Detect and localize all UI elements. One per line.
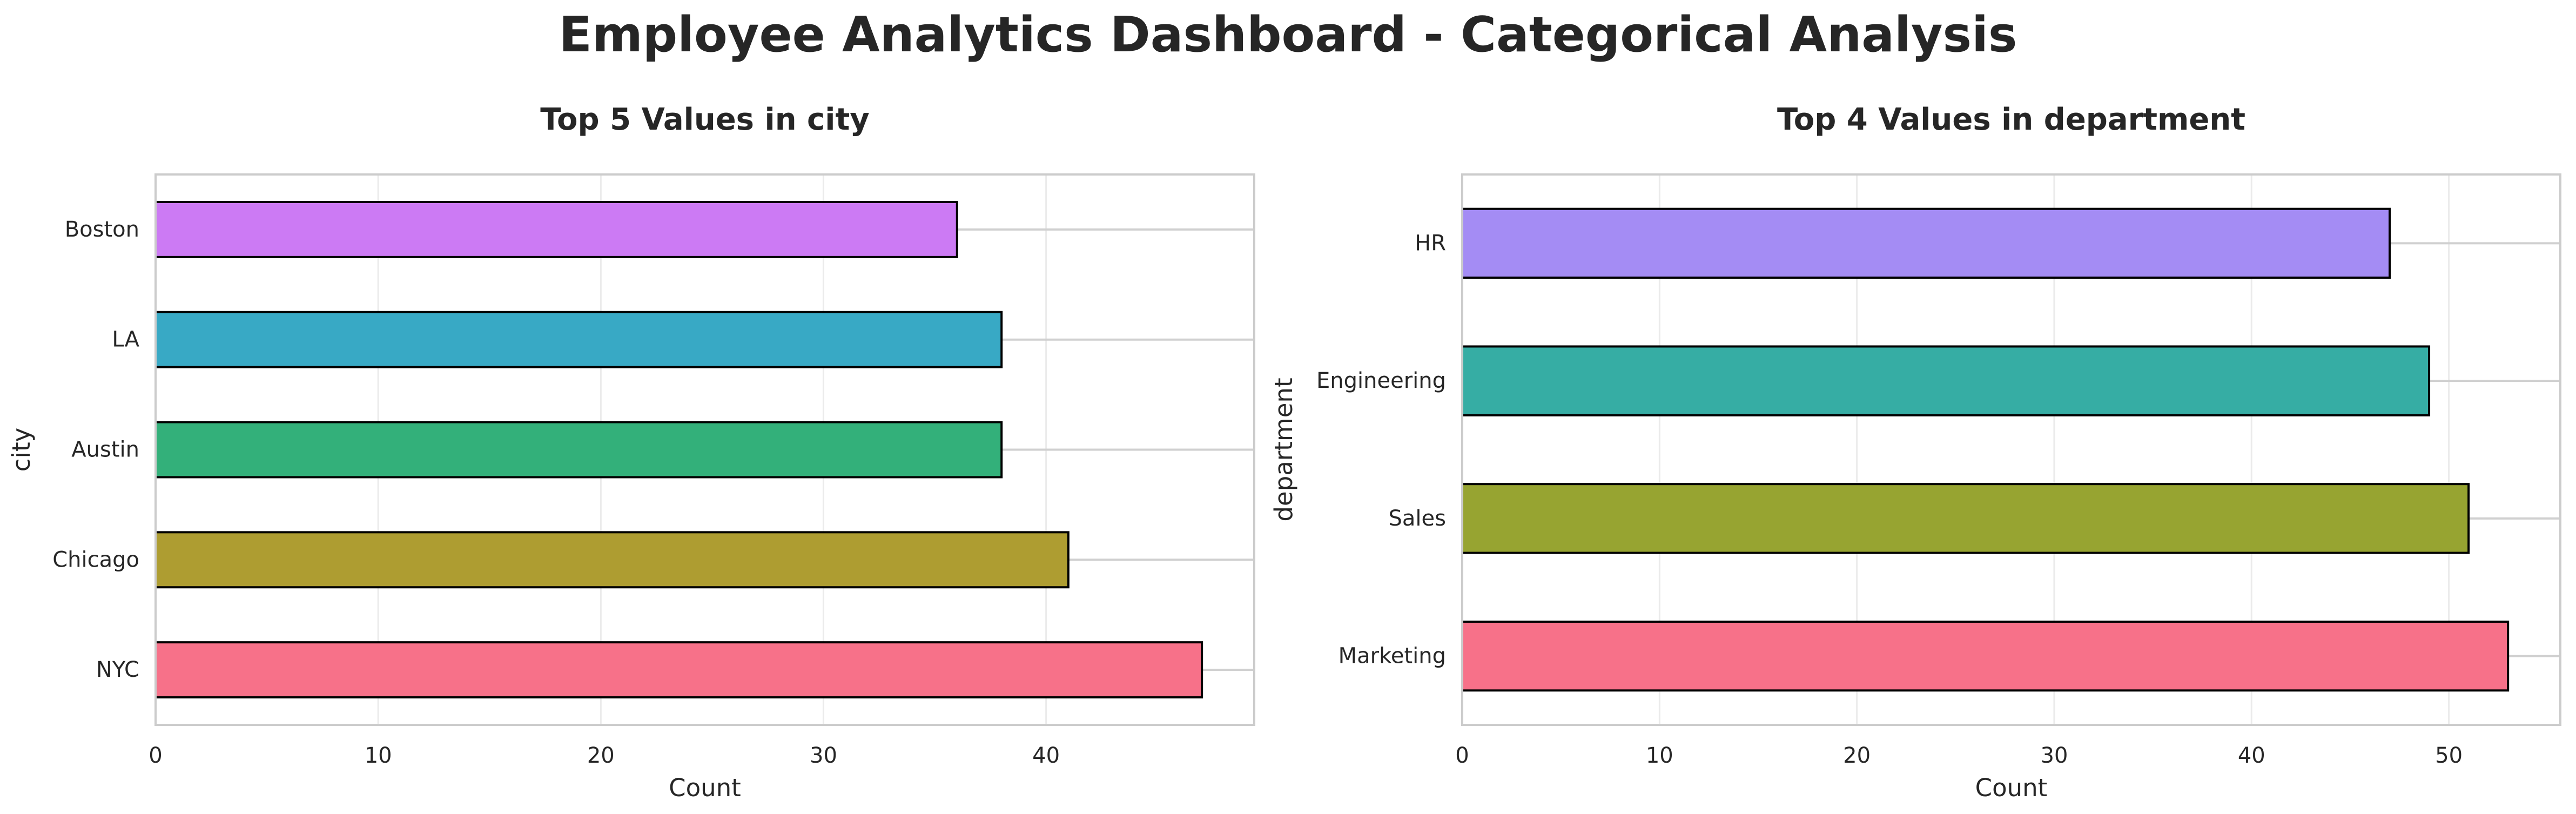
chart-1-xtick-label-0: 0 bbox=[149, 743, 162, 768]
chart-2-title: Top 4 Values in department bbox=[1777, 102, 2245, 137]
chart-1-xtick-label-40: 40 bbox=[1032, 743, 1060, 768]
chart-2-xtick-label-10: 10 bbox=[1646, 743, 1673, 768]
chart-2-axes-frame bbox=[1461, 173, 2561, 726]
chart-1-title: Top 5 Values in city bbox=[540, 102, 869, 137]
chart-2-ytick-label-marketing: Marketing bbox=[1339, 644, 1446, 669]
chart-1-xtick-label-30: 30 bbox=[810, 743, 837, 768]
chart-2-xtick-label-30: 30 bbox=[2041, 743, 2068, 768]
chart-1-bar-la bbox=[154, 311, 1003, 368]
chart-2-x-axis-label: Count bbox=[1975, 773, 2048, 802]
chart-1-ytick-label-nyc: NYC bbox=[96, 657, 139, 682]
figure-title: Employee Analytics Dashboard - Categoric… bbox=[559, 6, 2017, 63]
chart-1-bar-boston bbox=[154, 200, 958, 258]
chart-1-y-axis-label: city bbox=[7, 428, 36, 472]
chart-1-x-axis-label: Count bbox=[669, 773, 741, 802]
chart-1-bar-chicago bbox=[154, 531, 1070, 589]
chart-1-ytick-label-boston: Boston bbox=[65, 217, 139, 242]
chart-2-xtick-label-40: 40 bbox=[2238, 743, 2265, 768]
chart-1-bar-nyc bbox=[154, 641, 1203, 699]
chart-1-bar-austin bbox=[154, 421, 1003, 479]
chart-2-bar-engineering bbox=[1461, 345, 2431, 416]
chart-2-xtick-label-50: 50 bbox=[2435, 743, 2463, 768]
chart-1-axes-frame bbox=[154, 173, 1255, 726]
chart-2-bar-marketing bbox=[1461, 620, 2510, 692]
chart-2-xtick-label-20: 20 bbox=[1843, 743, 1871, 768]
chart-1-ytick-label-la: LA bbox=[112, 327, 139, 352]
chart-1-xtick-label-20: 20 bbox=[587, 743, 615, 768]
chart-2-y-axis-label: department bbox=[1269, 378, 1298, 521]
chart-2-bar-hr bbox=[1461, 207, 2391, 279]
chart-2-xtick-label-0: 0 bbox=[1455, 743, 1469, 768]
chart-2-ytick-label-sales: Sales bbox=[1389, 506, 1446, 531]
chart-1-ytick-label-chicago: Chicago bbox=[52, 547, 139, 572]
chart-2-ytick-label-engineering: Engineering bbox=[1316, 368, 1446, 393]
chart-2-ytick-label-hr: HR bbox=[1415, 231, 1446, 255]
chart-1-ytick-label-austin: Austin bbox=[71, 438, 139, 462]
chart-1-xtick-label-10: 10 bbox=[365, 743, 392, 768]
chart-2-bar-sales bbox=[1461, 483, 2470, 554]
